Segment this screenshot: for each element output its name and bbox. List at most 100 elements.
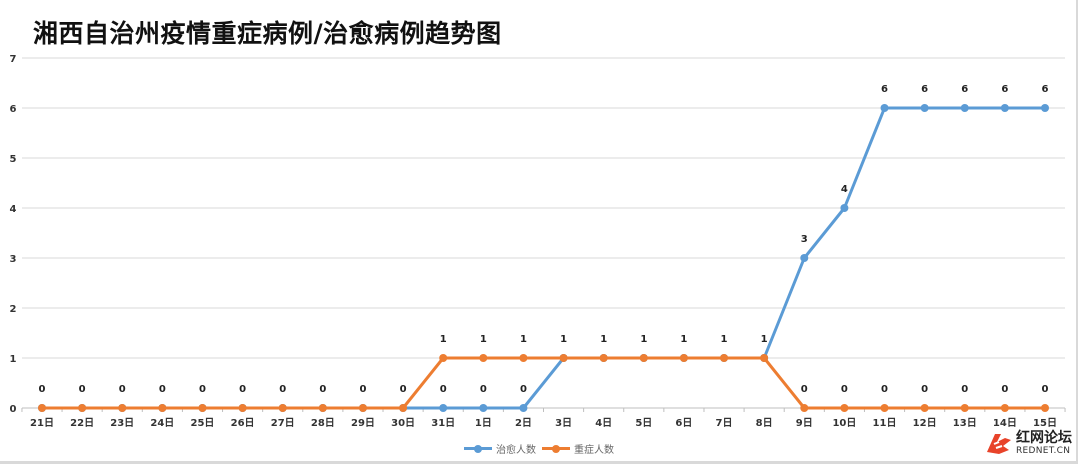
data-label: 0 — [79, 384, 86, 395]
x-tick-label: 21日 — [30, 417, 54, 429]
data-point[interactable] — [840, 404, 849, 412]
data-point[interactable] — [760, 354, 769, 362]
x-tick-label: 31日 — [431, 417, 455, 429]
data-label: 1 — [761, 334, 768, 345]
data-label: 4 — [841, 184, 848, 195]
x-tick-label: 4日 — [595, 417, 612, 429]
legend: 治愈人数 重症人数 — [464, 441, 614, 456]
data-point[interactable] — [358, 404, 367, 412]
data-point[interactable] — [399, 404, 408, 412]
watermark: 红网论坛 REDNET.CN — [985, 430, 1072, 456]
data-label: 0 — [39, 384, 46, 395]
x-tick-label: 24日 — [150, 417, 174, 429]
legend-label: 治愈人数 — [496, 445, 536, 456]
data-point[interactable] — [198, 404, 207, 412]
x-tick-label: 14日 — [993, 417, 1017, 429]
data-label: 0 — [119, 384, 126, 395]
x-tick-label: 7日 — [716, 417, 733, 429]
x-tick-label: 29日 — [351, 417, 375, 429]
data-point[interactable] — [800, 404, 809, 412]
data-point[interactable] — [118, 404, 127, 412]
data-point[interactable] — [1000, 104, 1009, 112]
x-tick-label: 25日 — [191, 417, 215, 429]
data-label: 0 — [239, 384, 246, 395]
data-point[interactable] — [1041, 404, 1049, 412]
data-point[interactable] — [920, 104, 929, 112]
legend-item-severe[interactable]: 重症人数 — [542, 441, 614, 456]
data-point[interactable] — [920, 404, 929, 412]
x-tick-label: 10日 — [832, 417, 856, 429]
data-point[interactable] — [880, 404, 889, 412]
data-label: 0 — [199, 384, 206, 395]
data-label: 0 — [961, 384, 968, 395]
data-point[interactable] — [679, 354, 688, 362]
data-label: 1 — [600, 334, 607, 345]
y-tick-label: 0 — [10, 404, 17, 415]
data-label: 6 — [881, 84, 888, 95]
data-label: 0 — [400, 384, 407, 395]
data-label: 0 — [841, 384, 848, 395]
data-point[interactable] — [318, 404, 327, 412]
data-point[interactable] — [439, 404, 448, 412]
data-point[interactable] — [158, 404, 167, 412]
series-group — [38, 104, 1049, 412]
watermark-cn: 红网论坛 — [1016, 429, 1072, 446]
data-point[interactable] — [278, 404, 287, 412]
data-point[interactable] — [1041, 104, 1049, 112]
x-axis: 21日 22日 23日 24日 25日 26日 27日 28日 29日 30日 31日 1日 2日 3日 4… — [21, 408, 1066, 429]
x-tick-label: 27日 — [271, 417, 295, 429]
data-point[interactable] — [639, 354, 648, 362]
data-point[interactable] — [720, 354, 729, 362]
data-point[interactable] — [1000, 404, 1009, 412]
watermark-en: REDNET.CN — [1016, 445, 1071, 456]
data-label: 0 — [359, 384, 366, 395]
data-point[interactable] — [479, 354, 488, 362]
y-tick-label: 4 — [10, 204, 17, 215]
legend-line-marker-icon — [542, 444, 570, 453]
x-tick-label: 28日 — [311, 417, 335, 429]
data-label: 6 — [921, 84, 928, 95]
data-label: 0 — [279, 384, 286, 395]
data-point[interactable] — [439, 354, 448, 362]
data-label: 1 — [520, 334, 527, 345]
data-label: 0 — [1001, 384, 1008, 395]
legend-item-recovered[interactable]: 治愈人数 — [464, 441, 536, 456]
data-label: 0 — [159, 384, 166, 395]
x-tick-label: 9日 — [796, 417, 813, 429]
y-tick-label: 3 — [10, 254, 17, 265]
y-tick-label: 6 — [10, 104, 17, 115]
x-tick-label: 30日 — [391, 417, 415, 429]
data-point[interactable] — [38, 404, 46, 412]
data-point[interactable] — [880, 104, 889, 112]
data-point[interactable] — [238, 404, 247, 412]
data-label: 0 — [1042, 384, 1049, 395]
data-point[interactable] — [519, 354, 528, 362]
data-label: 3 — [801, 234, 808, 245]
legend-label: 重症人数 — [574, 445, 614, 456]
data-labels: 0 0 0 3 4 6 6 6 6 6 0 0 0 0 0 0 0 0 0 0 1 1 1 1 1 1 1 1 1 0 0 0 0 0 0 0 — [39, 84, 1049, 395]
data-label: 0 — [801, 384, 808, 395]
data-label: 1 — [440, 334, 447, 345]
x-tick-label: 6日 — [675, 417, 692, 429]
gridlines — [22, 57, 1065, 409]
x-tick-label: 13日 — [953, 417, 977, 429]
data-label: 0 — [881, 384, 888, 395]
x-tick-label: 12日 — [913, 417, 937, 429]
data-label: 1 — [721, 334, 728, 345]
data-label: 0 — [520, 384, 527, 395]
data-point[interactable] — [479, 404, 488, 412]
series-line-1 — [42, 356, 1045, 410]
data-point[interactable] — [960, 104, 969, 112]
data-label: 0 — [921, 384, 928, 395]
data-point[interactable] — [599, 354, 608, 362]
data-point[interactable] — [800, 254, 809, 262]
data-point[interactable] — [559, 354, 568, 362]
data-point[interactable] — [78, 404, 87, 412]
x-tick-label: 15日 — [1033, 417, 1057, 429]
data-point[interactable] — [519, 404, 528, 412]
data-label: 6 — [1042, 84, 1049, 95]
data-point[interactable] — [960, 404, 969, 412]
data-point[interactable] — [840, 204, 849, 212]
x-tick-label: 8日 — [756, 417, 773, 429]
